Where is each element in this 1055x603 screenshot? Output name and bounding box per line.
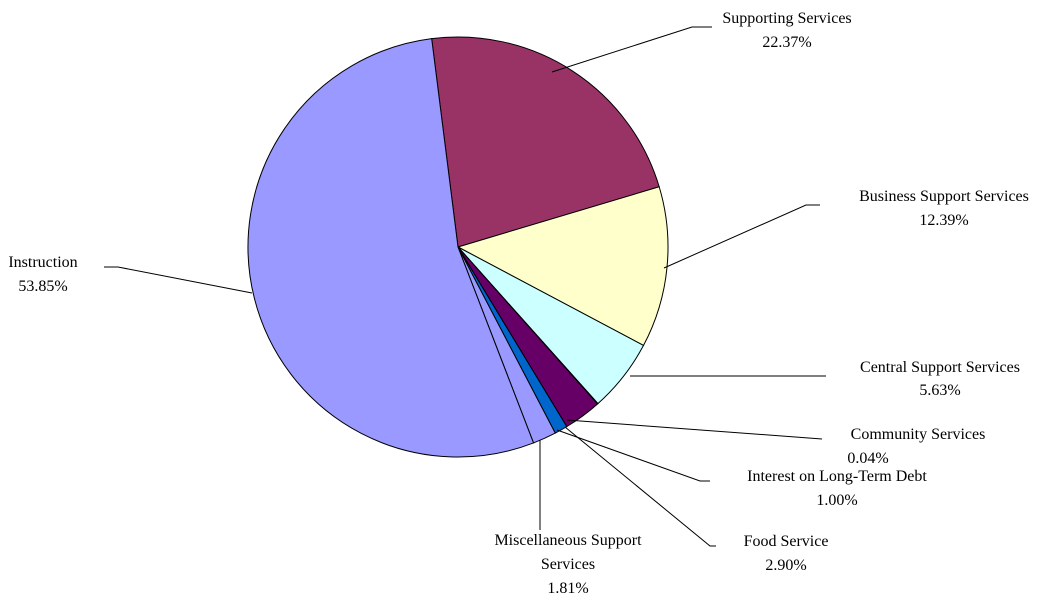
label-interest-on-long-term-debt: Interest on Long-Term Debt	[747, 468, 927, 485]
value-community-services: 0.04%	[847, 450, 888, 467]
leader-community-services	[566, 419, 823, 440]
slice-supporting-services	[431, 36, 660, 248]
label-community-services: Community Services	[851, 426, 986, 443]
slice-labels: Supporting Services 22.37% Business Supp…	[8, 10, 1029, 597]
slice-business-support-services	[456, 186, 669, 347]
leader-lines	[104, 26, 826, 547]
label-miscellaneous-support-services-line2: Services	[541, 556, 595, 573]
value-business-support-services: 12.39%	[919, 212, 968, 229]
value-supporting-services: 22.37%	[762, 34, 811, 51]
label-food-service: Food Service	[744, 533, 829, 550]
value-miscellaneous-support-services: 1.81%	[547, 580, 588, 597]
leader-interest-on-long-term-debt	[556, 429, 710, 482]
value-instruction: 53.85%	[18, 278, 67, 295]
value-interest-on-long-term-debt: 1.00%	[816, 492, 857, 509]
leader-food-service	[564, 426, 716, 547]
label-central-support-services: Central Support Services	[860, 359, 1020, 376]
leader-business-support-services	[663, 204, 820, 269]
value-food-service: 2.90%	[765, 557, 806, 574]
slice-instruction	[247, 38, 535, 458]
label-supporting-services: Supporting Services	[722, 10, 851, 27]
leader-supporting-services	[551, 26, 712, 73]
label-instruction: Instruction	[8, 254, 77, 271]
value-central-support-services: 5.63%	[919, 382, 960, 399]
pie-slices	[247, 36, 669, 458]
leader-instruction	[104, 266, 253, 294]
label-miscellaneous-support-services-line1: Miscellaneous Support	[494, 532, 642, 549]
label-business-support-services: Business Support Services	[859, 188, 1029, 205]
